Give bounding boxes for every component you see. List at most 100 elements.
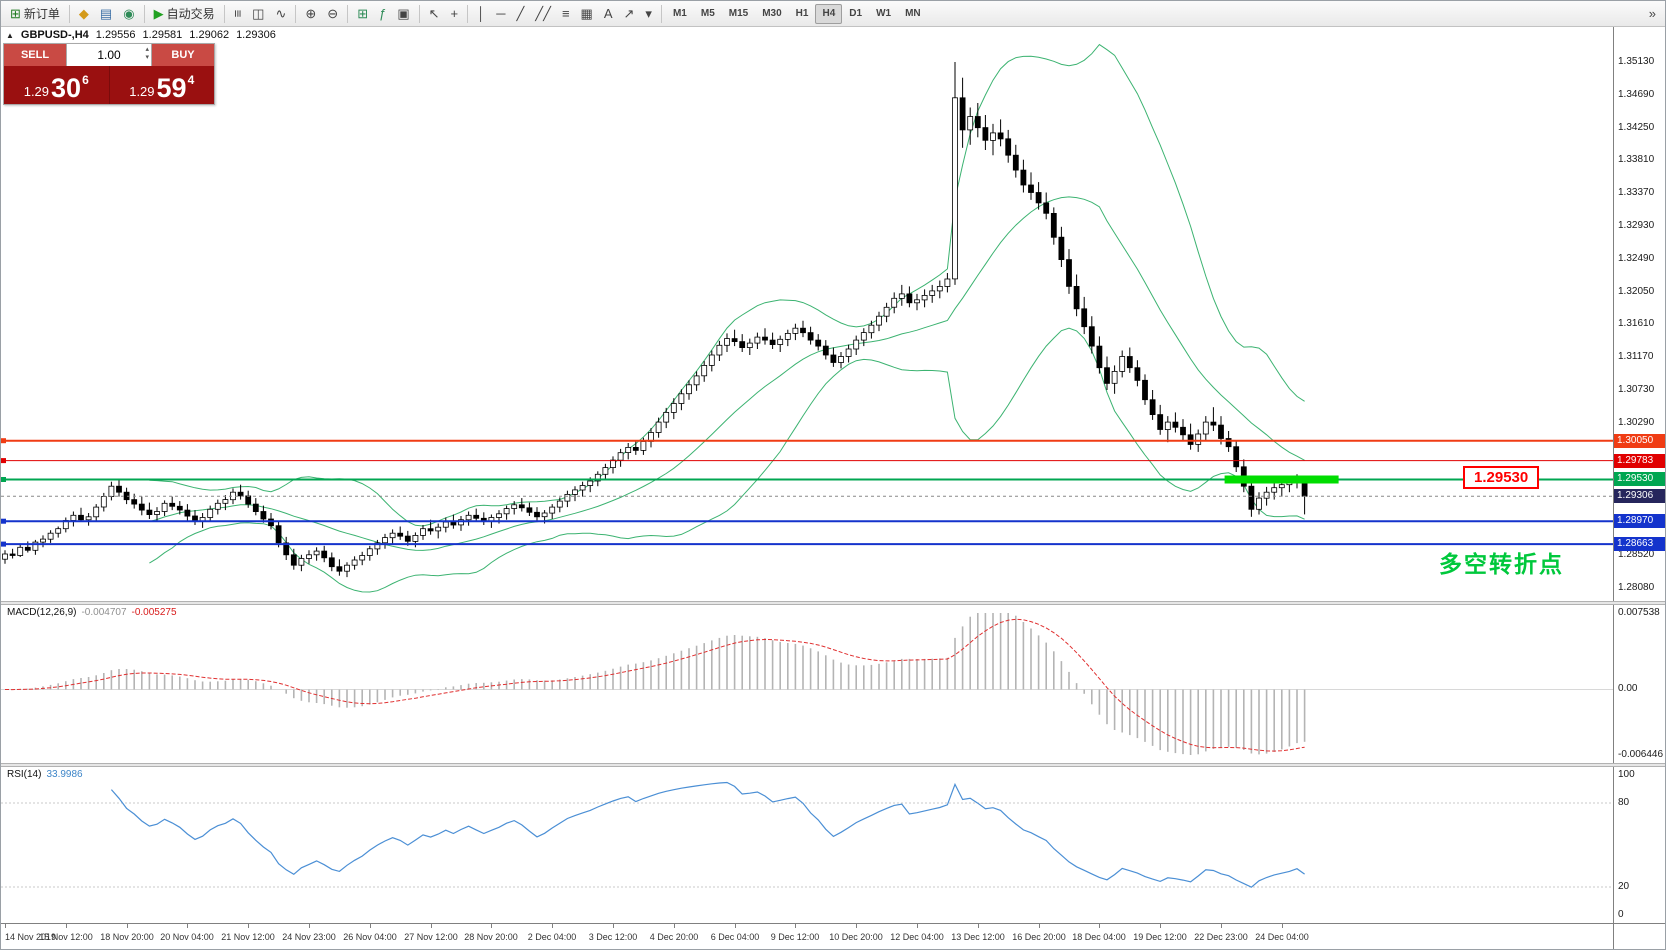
- price-scale[interactable]: 1.35130 1.34690 1.34250 1.33810 1.33370 1.329…: [1613, 27, 1665, 601]
- fibonacci-button[interactable]: ≡: [557, 4, 575, 24]
- rsi-line: [110, 781, 1305, 888]
- price-scale-label: 1.34250: [1618, 122, 1655, 133]
- arrow-tools-dropdown-button[interactable]: ▾: [640, 4, 657, 24]
- macd-indicator-label: MACD(12,26,9) -0.004707 -0.005275: [7, 607, 177, 618]
- sell-price-big: 30: [51, 73, 82, 104]
- sell-price-display[interactable]: 1.29 30 6: [4, 66, 110, 104]
- text-button[interactable]: A: [599, 4, 618, 24]
- time-axis-tick: [674, 924, 675, 928]
- macd-scale[interactable]: 0.007538 0.00 -0.006446: [1613, 605, 1665, 763]
- rsi-value: 33.9986: [46, 769, 83, 780]
- text-icon: A: [603, 6, 613, 21]
- time-axis[interactable]: 14 Nov 2019 15 Nov 12:00 18 Nov 20:00 20 No…: [1, 923, 1665, 949]
- rsi-canvas[interactable]: [1, 767, 1613, 923]
- price-scale-label: 1.32490: [1618, 253, 1655, 264]
- pivot-line-1-29530-handle[interactable]: [1, 477, 6, 482]
- zoom-out-icon: ⊖: [327, 6, 339, 21]
- horizontal-line-button[interactable]: ─: [491, 4, 510, 24]
- macd-name: MACD(12,26,9): [7, 607, 77, 618]
- price-scale-label: 1.30730: [1618, 384, 1655, 395]
- market-watch-button[interactable]: ◆: [74, 4, 94, 24]
- candlestick-chart-button[interactable]: ◫: [247, 4, 269, 24]
- more-tools-icon: »: [1648, 6, 1656, 21]
- data-window-button[interactable]: ▤: [95, 4, 117, 24]
- timeframe-mn-button[interactable]: MN: [898, 4, 928, 24]
- new-order-icon: ⊞: [10, 6, 21, 21]
- toolbar-separator: [347, 4, 349, 23]
- time-axis-tick: [795, 924, 796, 928]
- crosshair-button[interactable]: +: [446, 4, 464, 24]
- time-axis-corner: [1613, 924, 1665, 949]
- toolbar: ⊞ 新订单 ◆ ▤ ◉ ▶ 自动交易 ≡ ◫ ∿ ⊕ ⊖ ⊞ ƒ ▣ ↖ + │ ─ ╱ ╱╱ ≡ ▦ A ↗ ▾ M1 M5 M15…: [1, 1, 1665, 27]
- timeframe-w1-button[interactable]: W1: [869, 4, 898, 24]
- time-axis-tick: [66, 924, 67, 928]
- arrange-windows-button[interactable]: ▣: [392, 4, 414, 24]
- autotrade-play-label: 自动交易: [166, 7, 215, 21]
- time-axis-tick: [491, 924, 492, 928]
- arrow-tools-button[interactable]: ↗: [619, 4, 640, 24]
- resistance-line-1-30050-handle[interactable]: [1, 438, 6, 444]
- line-chart-button[interactable]: ∿: [270, 4, 291, 24]
- timeframe-m30-button[interactable]: M30: [755, 4, 788, 24]
- green-highlight-segment[interactable]: [1224, 475, 1339, 484]
- buy-price-prefix: 1.29: [129, 84, 155, 100]
- one-click-expand-icon[interactable]: [6, 29, 14, 41]
- timeframe-m1-button[interactable]: M1: [666, 4, 694, 24]
- time-axis-label: 26 Nov 04:00: [343, 932, 397, 942]
- more-tools-button[interactable]: »: [1644, 4, 1661, 24]
- price-badge: 1.29530: [1614, 472, 1665, 486]
- volume-increase-button[interactable]: [145, 46, 149, 54]
- chart-canvas[interactable]: [1, 27, 1613, 601]
- resistance-line-1-29783-handle[interactable]: [1, 458, 6, 464]
- volume-value[interactable]: 1.00: [97, 48, 121, 62]
- volume-decrease-button[interactable]: [145, 54, 149, 62]
- shapes-button[interactable]: ▦: [576, 4, 598, 24]
- support-line-1-28663-handle[interactable]: [1, 541, 6, 547]
- one-click-trading-panel: SELL 1.00 BUY 1.29 30 6 1.29: [3, 43, 215, 105]
- timeframe-d1-button[interactable]: D1: [842, 4, 869, 24]
- new-order-button[interactable]: ⊞ 新订单: [5, 4, 65, 24]
- arrow-tools-dropdown-icon: ▾: [645, 6, 652, 21]
- zoom-in-button[interactable]: ⊕: [300, 4, 321, 24]
- price-badge: 1.28970: [1614, 514, 1665, 528]
- rsi-scale[interactable]: 100 80 20 0: [1613, 767, 1665, 923]
- time-axis-tick: [248, 924, 249, 928]
- pivot-note-text[interactable]: 多空转折点: [1439, 551, 1564, 577]
- candlestick-chart-icon: ◫: [252, 6, 265, 21]
- time-axis-tick: [552, 924, 553, 928]
- price-annotation-label[interactable]: 1.29530: [1463, 466, 1540, 489]
- timeframe-m5-button[interactable]: M5: [694, 4, 722, 24]
- time-axis-label: 20 Nov 04:00: [160, 932, 214, 942]
- panel-splitter[interactable]: [1, 763, 1665, 767]
- price-scale-label: 1.33810: [1618, 154, 1655, 165]
- support-line-1-28970-handle[interactable]: [1, 518, 6, 524]
- buy-button[interactable]: BUY: [152, 44, 214, 66]
- indicators-button[interactable]: ƒ: [374, 4, 391, 24]
- time-axis-label: 19 Dec 12:00: [1133, 932, 1187, 942]
- crosshair-icon: +: [450, 6, 459, 21]
- sell-button[interactable]: SELL: [4, 44, 66, 66]
- time-axis-label: 6 Dec 04:00: [710, 932, 760, 942]
- time-axis-tick: [309, 924, 310, 928]
- bollinger-middle-band: [149, 196, 1305, 551]
- panel-splitter[interactable]: [1, 601, 1665, 605]
- tile-windows-button[interactable]: ⊞: [352, 4, 373, 24]
- timeframe-h4-button[interactable]: H4: [815, 3, 843, 24]
- bar-chart-button[interactable]: ≡: [229, 4, 247, 24]
- macd-canvas[interactable]: [1, 605, 1613, 763]
- time-axis-label: 14 Nov 2019: [5, 932, 57, 942]
- zoom-out-button[interactable]: ⊖: [322, 4, 343, 24]
- trendline-button[interactable]: ╱: [511, 4, 529, 24]
- timeframe-h1-button[interactable]: H1: [789, 4, 816, 24]
- timeframe-m15-button[interactable]: M15: [722, 4, 755, 24]
- cursor-button[interactable]: ↖: [424, 4, 445, 24]
- volume-field[interactable]: 1.00: [66, 44, 152, 66]
- navigator-button[interactable]: ◉: [118, 4, 139, 24]
- time-axis-label: 3 Dec 12:00: [588, 932, 638, 942]
- autotrade-play-button[interactable]: ▶ 自动交易: [149, 4, 220, 24]
- bollinger-upper-band: [149, 43, 1305, 527]
- vertical-line-button[interactable]: │: [472, 4, 490, 24]
- buy-price-display[interactable]: 1.29 59 4: [110, 66, 215, 104]
- time-axis-label: 9 Dec 12:00: [770, 932, 820, 942]
- equidistant-channel-button[interactable]: ╱╱: [530, 4, 556, 24]
